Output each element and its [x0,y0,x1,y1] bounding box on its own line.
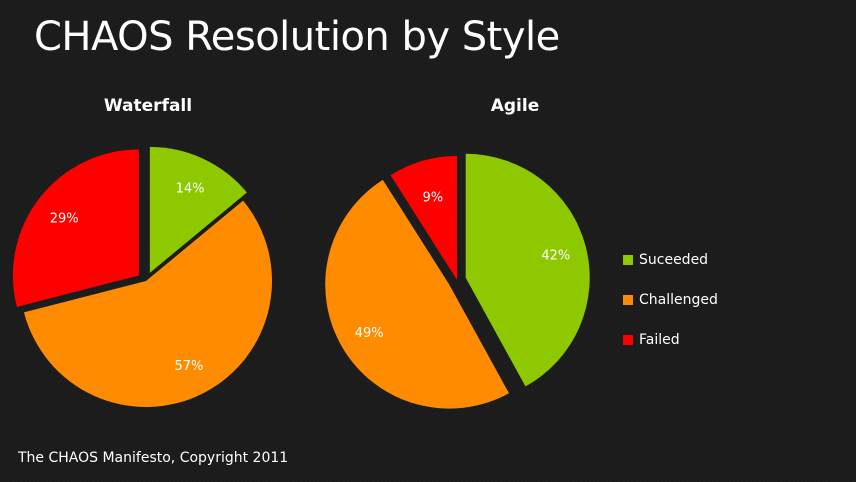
legend-item-failed: Failed [623,330,718,350]
legend-swatch-challenged [623,295,633,305]
legend-item-succeeded: Suceeded [623,250,718,270]
footer-credit: The CHAOS Manifesto, Copyright 2011 [18,450,289,466]
waterfall-slice-succeeded [149,146,247,273]
waterfall-chart-title: Waterfall [103,96,193,116]
legend-label-failed: Failed [639,332,680,348]
agile-slice-succeeded [465,153,590,387]
legend-swatch-succeeded [623,255,633,265]
agile-chart-title: Agile [490,96,540,116]
agile-slice-failed [390,156,457,280]
legend: Suceeded Challenged Failed [623,250,718,370]
agile-slice-challenged [325,179,509,409]
legend-label-challenged: Challenged [639,292,718,308]
agile-label-succeeded: 42% [541,249,570,264]
waterfall-pie: 14% 57% 29% [12,146,272,407]
legend-swatch-failed [623,335,633,345]
waterfall-slice-challenged [23,200,272,407]
waterfall-label-succeeded: 14% [176,181,205,196]
agile-label-failed: 9% [422,191,443,206]
legend-label-succeeded: Suceeded [639,252,709,268]
waterfall-slice-failed [12,149,139,307]
page-title: CHAOS Resolution by Style [34,14,560,60]
agile-label-challenged: 49% [355,326,384,341]
legend-item-challenged: Challenged [623,290,718,310]
waterfall-label-challenged: 57% [174,359,203,374]
agile-pie: 42% 49% 9% [325,153,590,409]
waterfall-label-failed: 29% [50,212,79,227]
